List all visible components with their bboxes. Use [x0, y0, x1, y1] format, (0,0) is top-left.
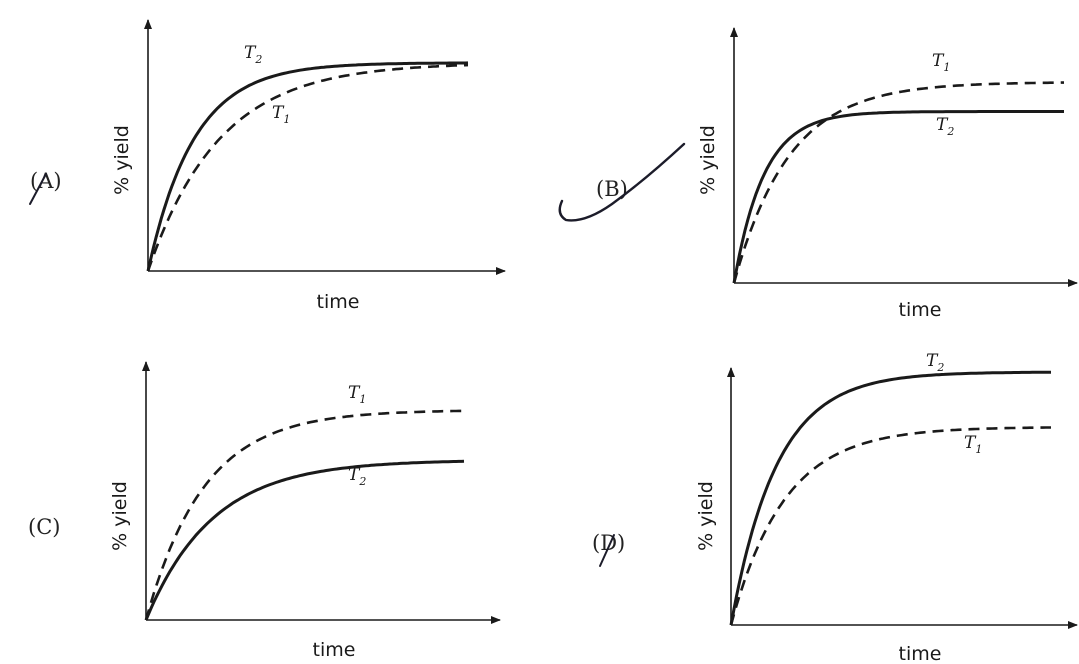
series-line-t1 [729, 426, 1051, 626]
chart-panel-c: (C) time % yield T1 T2 [28, 361, 501, 661]
y-axis-label: % yield [697, 125, 719, 195]
curve-label-t2: T2 [936, 115, 954, 138]
series-line-t1 [144, 409, 464, 621]
chart-panel-b: (B) time % yield T1 T2 [596, 27, 1078, 321]
option-label: (C) [28, 515, 60, 539]
x-axis-label: time [317, 291, 360, 313]
y-axis-label: % yield [111, 125, 133, 195]
pen-strike-d [599, 534, 615, 567]
y-axis-label: % yield [109, 481, 131, 551]
curve-label-t1: T1 [272, 103, 290, 126]
pen-strike-a [29, 173, 47, 205]
chart-panel-d: (D) time % yield T2 T1 [592, 351, 1078, 664]
pen-check-b [558, 142, 686, 222]
x-axis-label: time [313, 639, 356, 661]
option-label: (A) [30, 169, 62, 193]
x-axis-label: time [899, 643, 942, 664]
series-line-t2 [146, 61, 469, 272]
curve-label-t1: T1 [932, 51, 950, 74]
series-line-t2 [144, 459, 465, 621]
option-label: (B) [596, 177, 628, 201]
x-axis-label: time [899, 299, 942, 321]
curve-label-t2: T2 [244, 43, 262, 66]
y-axis-label: % yield [695, 481, 717, 551]
curve-label-t1: T1 [964, 433, 982, 456]
series-line-t1 [146, 63, 469, 272]
series-line-t1 [732, 81, 1064, 284]
series-line-t2 [729, 370, 1051, 626]
option-label: (D) [592, 531, 625, 555]
chart-panel-a: (A) time % yield T2 T1 [30, 19, 506, 313]
curve-label-t2: T2 [926, 351, 944, 374]
series-line-t2 [732, 110, 1064, 284]
curve-label-t2: T2 [348, 465, 366, 488]
handwritten-marks [29, 142, 686, 567]
curve-label-t1: T1 [348, 383, 366, 406]
